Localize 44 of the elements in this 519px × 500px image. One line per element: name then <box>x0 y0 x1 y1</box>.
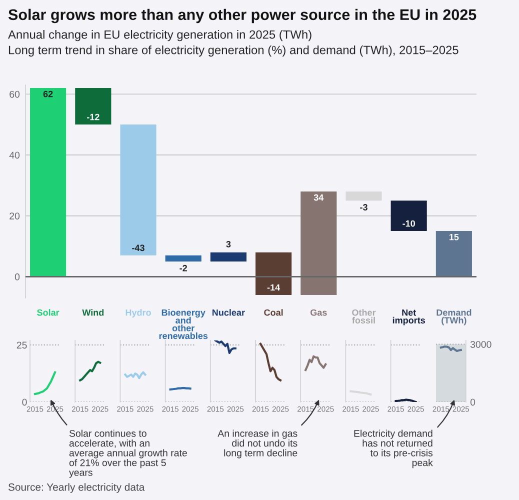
chart-subtitle: Annual change in EU electricity generation in 2025 (TWh) Long term trend in share of electricity generation (%) and demand (TWh), 2015–2025 <box>8 30 458 57</box>
bar <box>210 252 246 262</box>
bar <box>436 231 472 277</box>
x-tick-label: Demand (TWh) <box>436 309 472 326</box>
y2-tick-label: 3000 <box>470 340 492 348</box>
bar <box>300 192 337 295</box>
data-label: -14 <box>267 284 280 291</box>
bar <box>346 192 382 201</box>
x-tick-label: Other fossil <box>352 309 376 324</box>
x-tick-label: Nuclear <box>212 309 245 316</box>
text: An increase in gas did not undo its long term decline <box>218 430 298 458</box>
data-label: -3 <box>360 204 368 210</box>
x-tick-label: Gas <box>310 309 327 316</box>
data-label: -10 <box>402 220 416 227</box>
x-tick-label: Solar <box>37 309 60 316</box>
y-tick-label: 25 <box>16 342 27 349</box>
bar <box>390 200 427 232</box>
y-tick-label: 60 <box>10 90 20 98</box>
y-tick-label: 40 <box>9 152 20 159</box>
source-note: Source: Yearly electricity data <box>8 483 145 493</box>
x-tick-label: Wind <box>82 309 104 316</box>
bar <box>30 88 66 277</box>
y-tick-label: 20 <box>10 212 20 220</box>
bar <box>165 255 202 262</box>
bar <box>256 252 292 295</box>
data-label: 3 <box>226 240 231 248</box>
data-label: 15 <box>450 234 459 240</box>
chart-title: Solar grows more than any other power source in the EU in 2025 <box>8 8 476 24</box>
line-series <box>34 371 56 396</box>
y-tick-label: 0 <box>14 273 20 280</box>
bar <box>120 124 156 256</box>
data-label: -43 <box>132 244 144 252</box>
data-label: -12 <box>86 114 100 120</box>
x-tick-label: Hydro <box>126 309 151 318</box>
y2-tick-label: 0 <box>470 398 476 406</box>
data-label: 34 <box>314 194 324 201</box>
data-label: 62 <box>43 90 53 98</box>
text: Electricity demand has not returned to its pre-crisis peak <box>354 430 433 468</box>
text: Solar continues to accelerate, with an average annual growth rate of 21% over the past 5 years <box>69 430 187 478</box>
x-tick-label: Net imports <box>392 309 426 326</box>
x-tick-label: Coal <box>264 309 283 316</box>
data-label: -2 <box>180 264 187 272</box>
x-tick-label: Bioenergy and other renewables <box>159 309 208 340</box>
bar <box>75 88 112 125</box>
